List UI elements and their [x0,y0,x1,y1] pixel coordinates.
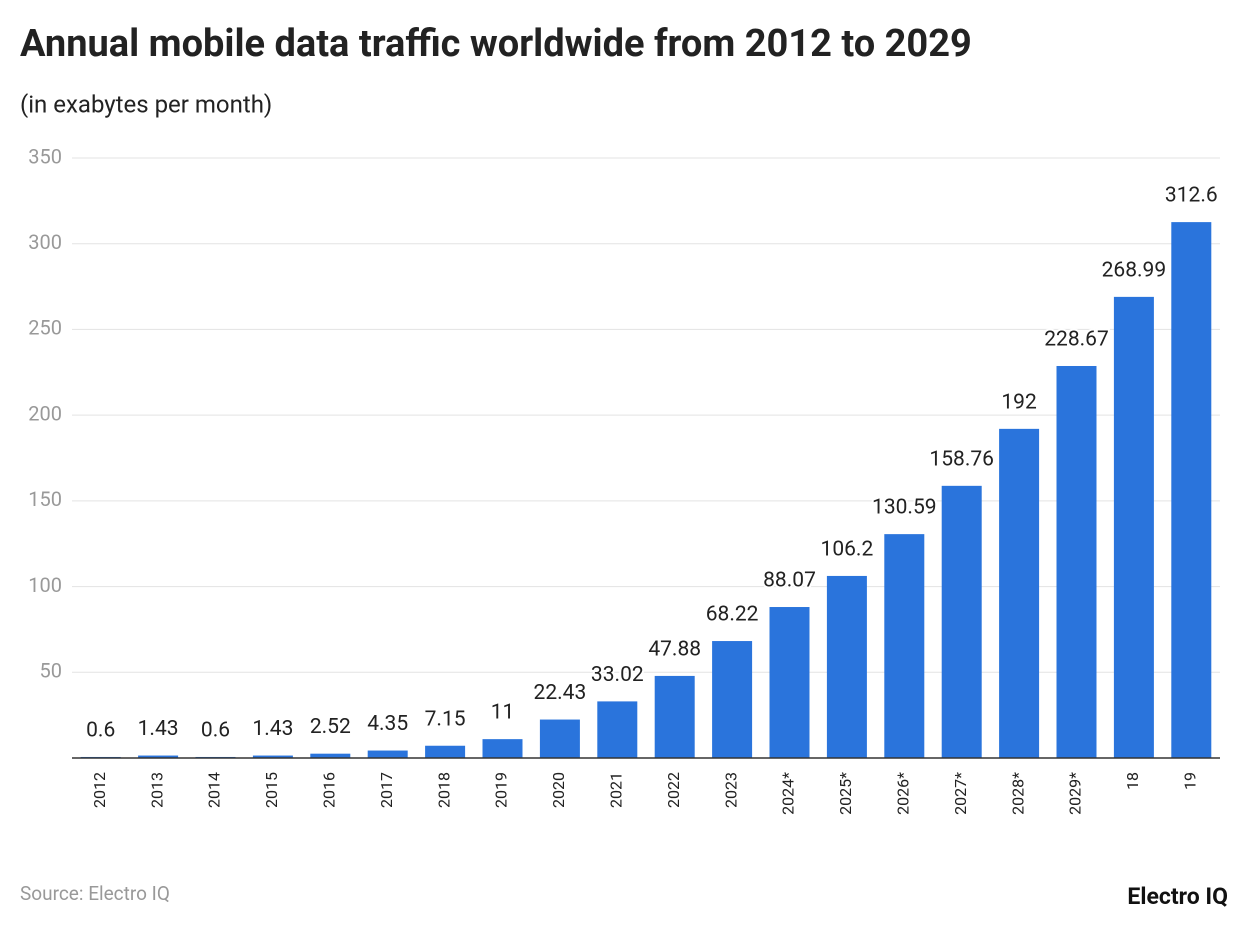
value-label: 2.52 [310,715,351,739]
x-tick-label: 2024* [779,772,798,815]
x-tick-label: 2014 [205,772,224,808]
chart-title: Annual mobile data traffic worldwide fro… [20,22,972,66]
source: Source: Electro IQ [20,882,170,905]
x-tick-label: 2026* [894,772,913,815]
bar [425,745,466,758]
y-tick-label: 350 [28,144,62,168]
x-tick-label: 2013 [147,772,166,808]
x-tick-label: 2016 [320,772,339,808]
value-label: 106.2 [821,537,874,561]
bar [367,750,408,758]
value-label: 130.59 [872,496,937,520]
x-tick-label: 2029* [1066,772,1085,815]
bar [539,719,580,758]
x-tick-label: 2027* [951,772,970,815]
value-label: 0.6 [86,719,115,743]
bar [482,739,523,758]
value-label: 1.43 [138,717,179,741]
bar [654,675,695,758]
value-label: 88.07 [763,569,816,593]
bar [941,485,982,758]
x-tick-label: 19 [1181,772,1200,790]
value-label: 33.02 [591,663,644,687]
bar [597,701,638,758]
x-tick-label: 2019 [492,772,511,808]
value-label: 228.67 [1044,328,1109,352]
brand-logo: Electro IQ [1127,883,1228,910]
x-tick-label: 18 [1123,772,1142,790]
bar [884,534,925,758]
value-label: 1.43 [252,717,293,741]
value-label: 22.43 [534,681,587,705]
value-label: 158.76 [929,447,994,471]
value-label: 312.6 [1165,184,1218,208]
y-tick-label: 200 [28,401,62,425]
value-label: 47.88 [648,637,701,661]
bar [1113,296,1154,758]
bar [138,755,179,758]
x-tick-label: 2018 [434,772,453,808]
y-tick-label: 50 [40,659,62,683]
bar [769,607,810,758]
x-tick-label: 2015 [262,772,281,808]
x-tick-label: 2025* [836,772,855,815]
value-label: 11 [491,701,515,725]
y-tick-label: 100 [28,573,62,597]
value-label: 192 [1001,390,1037,414]
bar [999,428,1040,758]
y-tick-label: 300 [28,230,62,254]
y-tick-label: 150 [28,487,62,511]
x-tick-label: 2021 [607,772,626,808]
bar [1171,222,1212,759]
x-tick-label: 2028* [1008,772,1027,815]
bar [712,641,753,758]
y-tick-label: 250 [28,316,62,340]
value-label: 268.99 [1102,258,1167,282]
value-label: 0.6 [201,719,230,743]
value-label: 4.35 [367,712,408,736]
x-tick-label: 2020 [549,772,568,808]
bar [1056,365,1097,758]
value-label: 7.15 [425,707,466,731]
bar [252,755,293,758]
bar [310,753,351,758]
chart-subtitle: (in exabytes per month) [20,90,272,118]
x-tick-label: 2012 [90,772,109,808]
bar [826,575,867,758]
x-tick-label: 2017 [377,772,396,808]
value-label: 68.22 [706,603,759,627]
x-tick-label: 2023 [721,772,740,808]
x-tick-label: 2022 [664,772,683,808]
